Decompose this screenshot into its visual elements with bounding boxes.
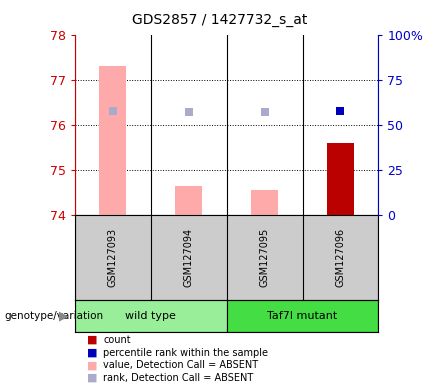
Text: GDS2857 / 1427732_s_at: GDS2857 / 1427732_s_at bbox=[132, 13, 308, 27]
Text: count: count bbox=[103, 335, 131, 345]
Bar bbox=[176, 186, 202, 215]
Text: ■: ■ bbox=[87, 373, 98, 383]
Text: GSM127093: GSM127093 bbox=[108, 228, 118, 287]
FancyBboxPatch shape bbox=[75, 300, 227, 332]
Text: Taf7l mutant: Taf7l mutant bbox=[268, 311, 337, 321]
Text: ▶: ▶ bbox=[59, 310, 69, 322]
Text: ■: ■ bbox=[87, 335, 98, 345]
Text: genotype/variation: genotype/variation bbox=[4, 311, 103, 321]
Text: rank, Detection Call = ABSENT: rank, Detection Call = ABSENT bbox=[103, 373, 253, 383]
FancyBboxPatch shape bbox=[227, 300, 378, 332]
Text: wild type: wild type bbox=[125, 311, 176, 321]
Text: ■: ■ bbox=[87, 360, 98, 370]
Text: GSM127095: GSM127095 bbox=[260, 228, 270, 287]
Text: ■: ■ bbox=[87, 348, 98, 358]
Text: percentile rank within the sample: percentile rank within the sample bbox=[103, 348, 268, 358]
Text: value, Detection Call = ABSENT: value, Detection Call = ABSENT bbox=[103, 360, 259, 370]
Bar bbox=[327, 143, 354, 215]
Text: GSM127094: GSM127094 bbox=[183, 228, 194, 287]
Text: GSM127096: GSM127096 bbox=[335, 228, 345, 287]
Bar bbox=[99, 66, 126, 215]
Bar bbox=[251, 190, 278, 215]
